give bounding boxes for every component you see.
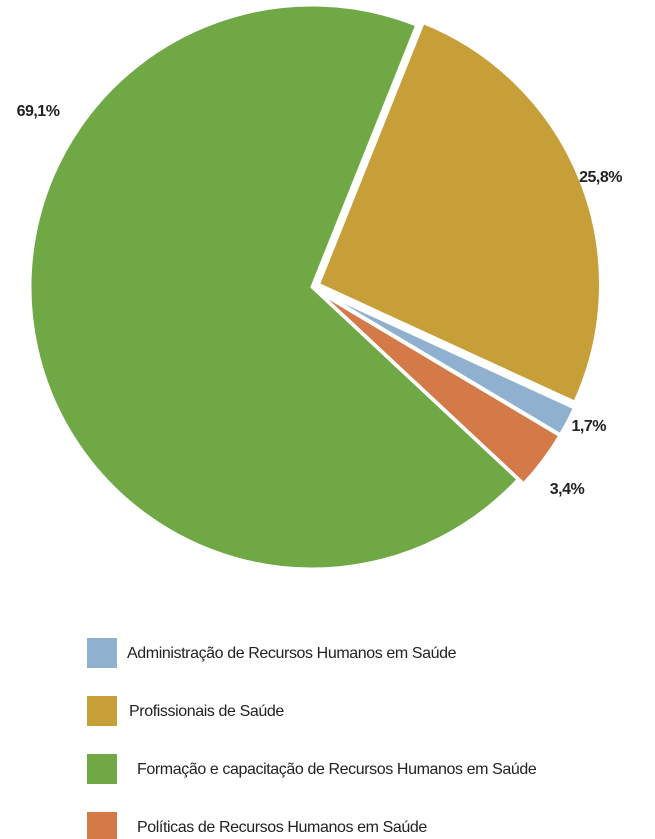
data-label: 69,1%	[17, 103, 60, 120]
legend-label: Políticas de Recursos Humanos em Saúde	[137, 819, 427, 836]
pie-slice	[28, 3, 521, 571]
legend-swatch	[87, 696, 117, 726]
legend-label: Formação e capacitação de Recursos Human…	[137, 761, 537, 778]
data-label: 3,4%	[550, 481, 585, 498]
legend-swatch	[87, 638, 117, 668]
legend-swatch	[87, 754, 117, 784]
data-label: 25,8%	[579, 169, 622, 186]
legend-swatch	[87, 812, 117, 839]
legend-label: Profissionais de Saúde	[129, 703, 284, 720]
legend-label: Administração de Recursos Humanos em Saú…	[127, 645, 457, 662]
data-label: 1,7%	[572, 418, 607, 435]
pie-slice	[316, 289, 562, 486]
pie-slice	[316, 20, 602, 405]
